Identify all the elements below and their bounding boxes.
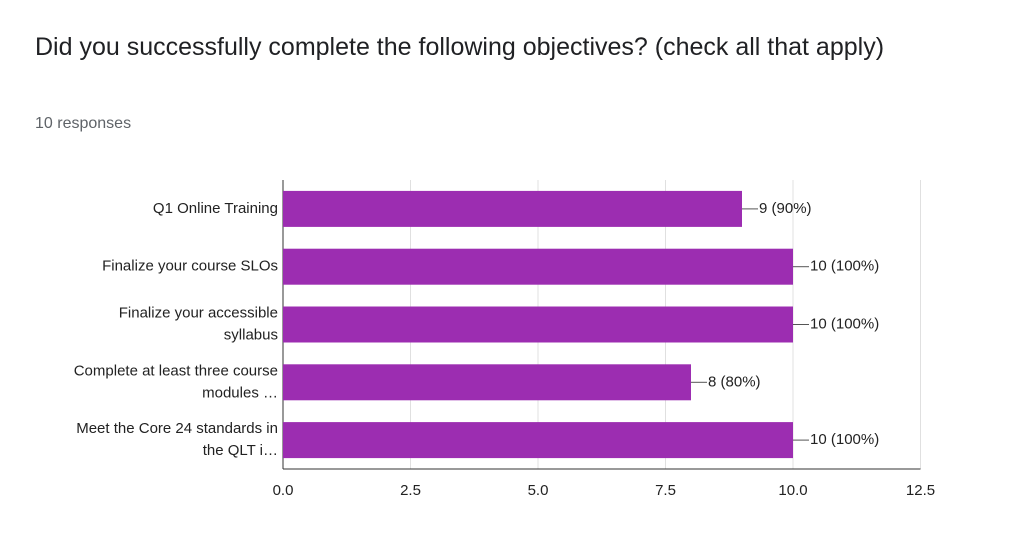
x-tick-label: 2.5 [400,482,421,499]
bar [283,248,793,285]
y-tick-label: Q1 Online Training [153,200,278,217]
bar [283,422,793,459]
bar [283,364,691,401]
y-tick-label: Complete at least three course [74,362,278,379]
chart-subtitle: 10 responses [35,115,132,132]
x-tick-label: 12.5 [906,482,935,499]
bar [283,190,742,227]
y-tick-label: modules … [202,384,278,401]
chart-title: Did you successfully complete the follow… [35,33,885,61]
y-tick-label: Finalize your accessible [119,304,278,321]
y-tick-label: the QLT i… [203,442,278,459]
x-tick-label: 7.5 [655,482,676,499]
x-tick-label: 0.0 [273,482,294,499]
y-tick-label: syllabus [224,326,278,343]
value-label: 10 (100%) [810,431,879,448]
value-label: 9 (90%) [759,200,812,217]
value-label: 10 (100%) [810,315,879,332]
bar [283,306,793,343]
y-tick-label: Finalize your course SLOs [102,258,278,275]
value-label: 8 (80%) [708,373,761,390]
value-label: 10 (100%) [810,258,879,275]
x-tick-label: 10.0 [778,482,807,499]
x-tick-label: 5.0 [528,482,549,499]
y-tick-label: Meet the Core 24 standards in [76,420,278,437]
